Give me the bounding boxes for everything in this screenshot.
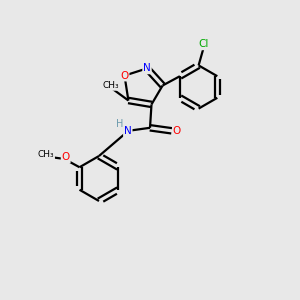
Text: N: N [124,126,132,136]
Text: H: H [116,119,123,129]
Text: O: O [61,152,70,162]
Text: CH₃: CH₃ [102,81,119,90]
Text: Cl: Cl [198,39,208,50]
Text: O: O [173,126,181,136]
Text: O: O [120,70,129,81]
Text: N: N [143,63,151,74]
Text: CH₃: CH₃ [38,150,54,159]
